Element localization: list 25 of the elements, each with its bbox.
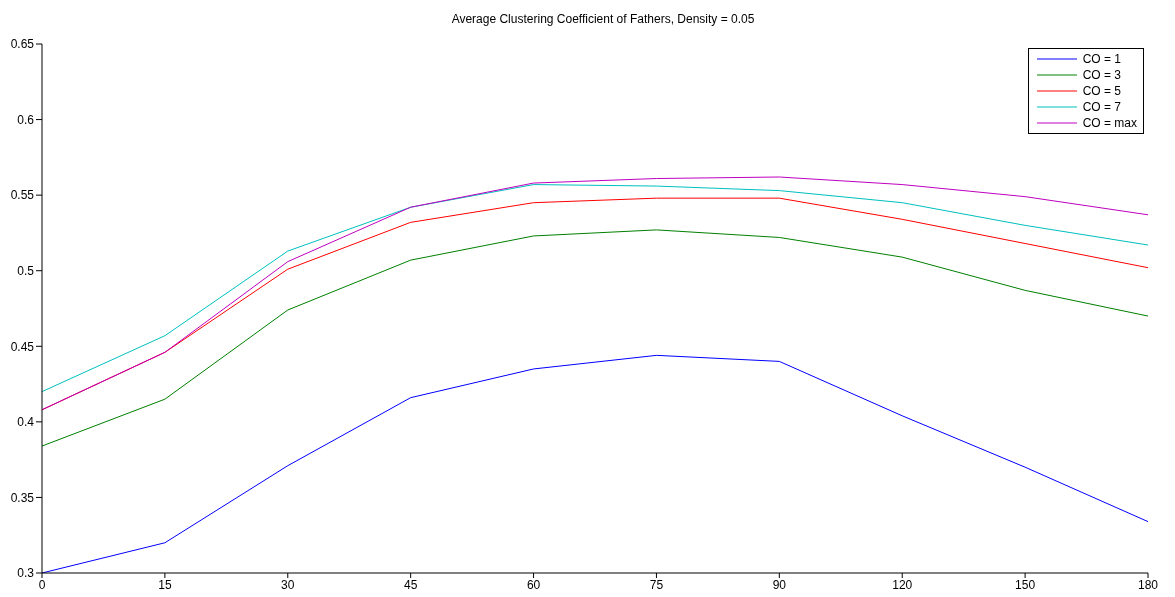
x-tick-label: 150 xyxy=(1015,577,1036,592)
x-tick-label: 180 xyxy=(1137,577,1159,592)
legend-label: CO = 3 xyxy=(1082,68,1121,82)
x-tick-label: 15 xyxy=(158,577,172,592)
legend-label: CO = 7 xyxy=(1082,100,1121,114)
y-tick-label: 0.4 xyxy=(17,415,35,430)
legend-label: CO = 5 xyxy=(1082,84,1121,98)
y-tick-label: 0.35 xyxy=(10,490,35,505)
y-tick-label: 0.6 xyxy=(17,112,35,127)
x-tick-label: 0 xyxy=(38,577,46,592)
x-tick-label: 45 xyxy=(403,577,418,592)
legend-label: CO = max xyxy=(1082,116,1137,130)
y-tick-label: 0.45 xyxy=(10,339,35,354)
x-tick-label: 75 xyxy=(649,577,664,592)
y-tick-label: 0.3 xyxy=(17,566,35,581)
chart-title: Average Clustering Coefficient of Fathers, Density = 0.05 xyxy=(450,11,756,28)
y-tick-label: 0.5 xyxy=(17,263,35,278)
x-tick-label: 90 xyxy=(772,577,787,592)
y-tick-label: 0.65 xyxy=(10,37,35,52)
legend-label: CO = 1 xyxy=(1082,52,1121,66)
x-tick-label: 30 xyxy=(281,577,295,592)
x-tick-label: 120 xyxy=(892,577,913,592)
line-series xyxy=(41,229,1149,447)
y-tick-label: 0.55 xyxy=(10,188,35,203)
x-tick-label: 60 xyxy=(526,577,541,592)
